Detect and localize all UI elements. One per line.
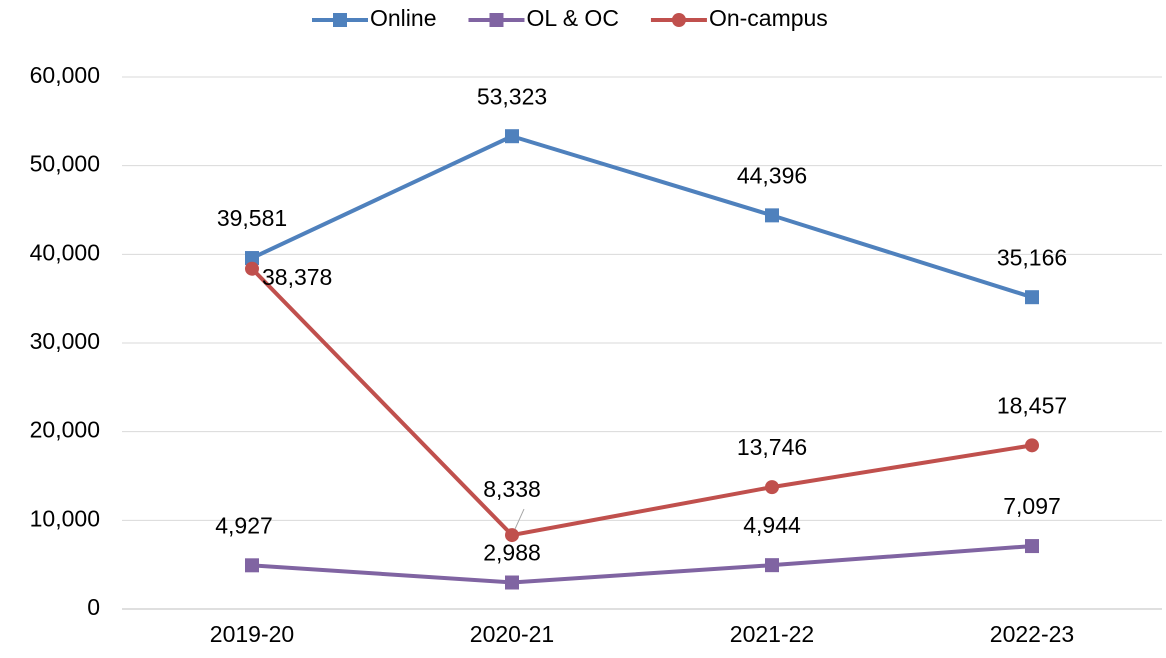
series-line: [251, 134, 1033, 300]
legend-marker: [333, 13, 347, 27]
leader-line: [514, 508, 525, 530]
legend-marker: [671, 13, 686, 27]
point-marker: [765, 480, 779, 495]
point-marker: [505, 129, 519, 144]
point-marker: [505, 575, 519, 590]
x-tick-label: 2019-20: [210, 621, 294, 647]
y-tick-label: 10,000: [30, 505, 100, 531]
point-marker: [245, 558, 259, 573]
legend-marker: [489, 13, 504, 27]
data-label: 7,097: [1003, 493, 1061, 519]
data-label: 4,927: [215, 512, 273, 538]
data-label: 39,581: [217, 205, 287, 231]
data-label: 18,457: [997, 392, 1067, 418]
y-tick-label: 30,000: [30, 328, 100, 354]
data-label: 4,944: [743, 512, 801, 538]
y-tick-label: 20,000: [30, 417, 100, 443]
series-line: [251, 544, 1033, 585]
x-tick-label: 2022-23: [990, 621, 1074, 647]
series-line: [250, 267, 1033, 538]
x-tick-label: 2021-22: [730, 621, 814, 647]
data-label: 44,396: [737, 162, 807, 188]
legend-label: On-campus: [709, 5, 828, 31]
y-tick-label: 40,000: [30, 239, 100, 265]
point-marker: [765, 558, 779, 573]
x-tick-label: 2020-21: [470, 621, 554, 647]
data-label: 2,988: [483, 540, 541, 566]
data-label: 35,166: [997, 244, 1067, 270]
y-tick-label: 60,000: [30, 62, 100, 88]
data-label: 38,378: [262, 264, 332, 290]
data-label: 8,338: [483, 476, 541, 502]
point-marker: [1025, 290, 1039, 305]
legend-label: Online: [370, 5, 436, 31]
data-label: 53,323: [477, 83, 547, 109]
legend-label: OL & OC: [526, 5, 618, 31]
point-marker: [505, 528, 519, 543]
point-marker: [1025, 438, 1039, 453]
y-tick-label: 0: [87, 594, 100, 620]
point-marker: [245, 251, 259, 266]
point-marker: [765, 208, 779, 223]
point-marker: [1025, 539, 1039, 554]
y-tick-label: 50,000: [30, 151, 100, 177]
point-marker: [245, 261, 259, 276]
data-label: 13,746: [737, 434, 807, 460]
